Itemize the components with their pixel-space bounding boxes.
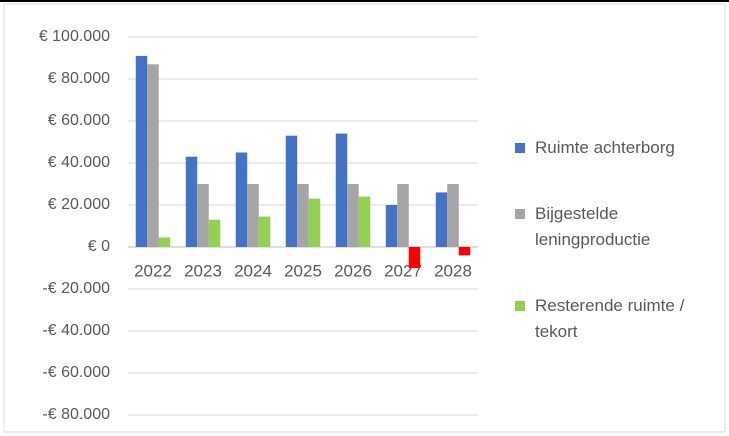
y-tick-label: € 100.000: [39, 28, 110, 45]
chart-border: [3, 3, 726, 433]
bar: [258, 216, 271, 247]
x-tick-label: 2023: [184, 261, 222, 280]
y-tick-label: -€ 40.000: [42, 322, 110, 339]
y-tick-label: -€ 60.000: [42, 364, 110, 381]
legend-label: Bijgestelde leningproductie: [535, 204, 651, 249]
bar: [197, 184, 209, 247]
x-tick-label: 2026: [334, 261, 372, 280]
legend: Ruimte achterborg Bijgestelde leningprodu…: [515, 135, 710, 385]
x-tick-label: 2024: [234, 261, 272, 280]
y-tick-label: -€ 80.000: [42, 406, 110, 423]
x-tick-label: 2028: [434, 261, 472, 280]
legend-item: Ruimte achterborg: [515, 135, 710, 161]
bar: [147, 64, 159, 247]
bar: [135, 55, 148, 248]
x-tick-label: 2025: [284, 261, 322, 280]
y-tick-label: € 60.000: [48, 112, 110, 129]
y-tick-label: -€ 20.000: [42, 280, 110, 297]
bar: [308, 198, 321, 247]
legend-label: Ruimte achterborg: [535, 138, 675, 157]
bar: [435, 192, 448, 247]
bar: [458, 247, 471, 256]
bar: [208, 219, 221, 247]
bar: [408, 247, 421, 268]
legend-swatch: [515, 301, 525, 311]
bar: [185, 156, 198, 247]
bar: [297, 184, 309, 247]
y-tick-label: € 0: [88, 238, 110, 255]
y-tick-label: € 40.000: [48, 154, 110, 171]
legend-swatch: [515, 143, 525, 153]
bar: [335, 133, 348, 247]
legend-item: Bijgestelde leningproductie: [515, 201, 710, 253]
bar: [447, 184, 459, 247]
bar: [358, 196, 371, 247]
legend-swatch: [515, 209, 525, 219]
bar: [397, 184, 409, 247]
bar: [385, 205, 398, 247]
y-tick-label: € 20.000: [48, 196, 110, 213]
bar: [235, 152, 248, 247]
bar: [285, 135, 298, 247]
legend-item: Resterende ruimte / tekort: [515, 293, 710, 345]
bar: [347, 184, 359, 247]
y-tick-label: € 80.000: [48, 70, 110, 87]
bar: [158, 237, 171, 247]
legend-label: Resterende ruimte / tekort: [535, 296, 685, 341]
x-tick-label: 2022: [134, 261, 172, 280]
bar: [247, 184, 259, 247]
